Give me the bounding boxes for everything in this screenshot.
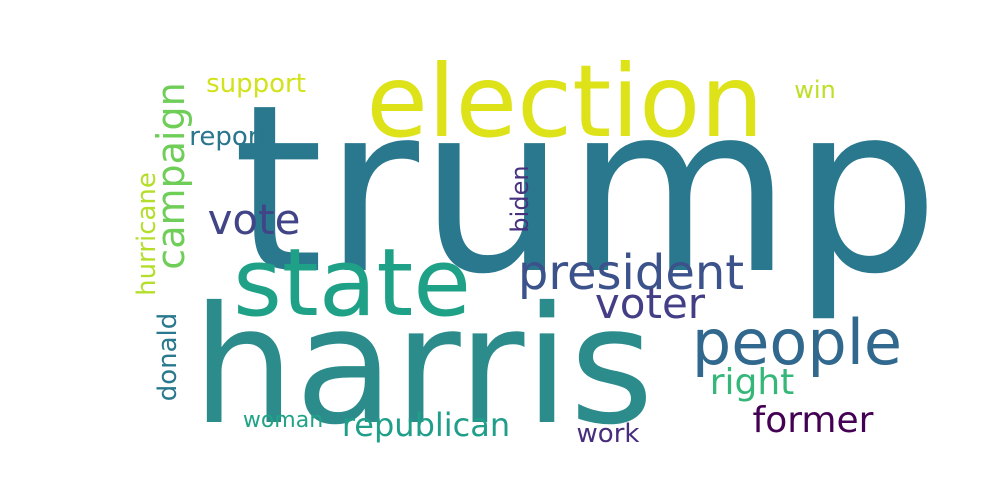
word-donald: donald xyxy=(153,313,183,402)
word-hurricane: hurricane xyxy=(132,172,162,296)
word-woman: woman xyxy=(243,408,323,433)
word-president: president xyxy=(518,245,744,301)
word-former: former xyxy=(753,400,874,441)
word-campaign: campaign xyxy=(149,82,193,269)
word-win: win xyxy=(794,76,836,104)
word-republican: republican xyxy=(342,406,510,444)
word-harris: harris xyxy=(192,273,654,461)
word-state: state xyxy=(233,229,471,338)
word-biden: biden xyxy=(506,165,534,232)
word-voter: voter xyxy=(595,279,706,328)
word-vote: vote xyxy=(208,195,301,244)
word-report: report xyxy=(189,122,268,152)
word-people: people xyxy=(692,306,902,379)
word-right: right xyxy=(710,362,795,403)
word-election: election xyxy=(366,43,763,160)
word-trump: trump xyxy=(233,55,940,325)
word-work: work xyxy=(577,419,640,449)
word-support: support xyxy=(206,69,306,99)
